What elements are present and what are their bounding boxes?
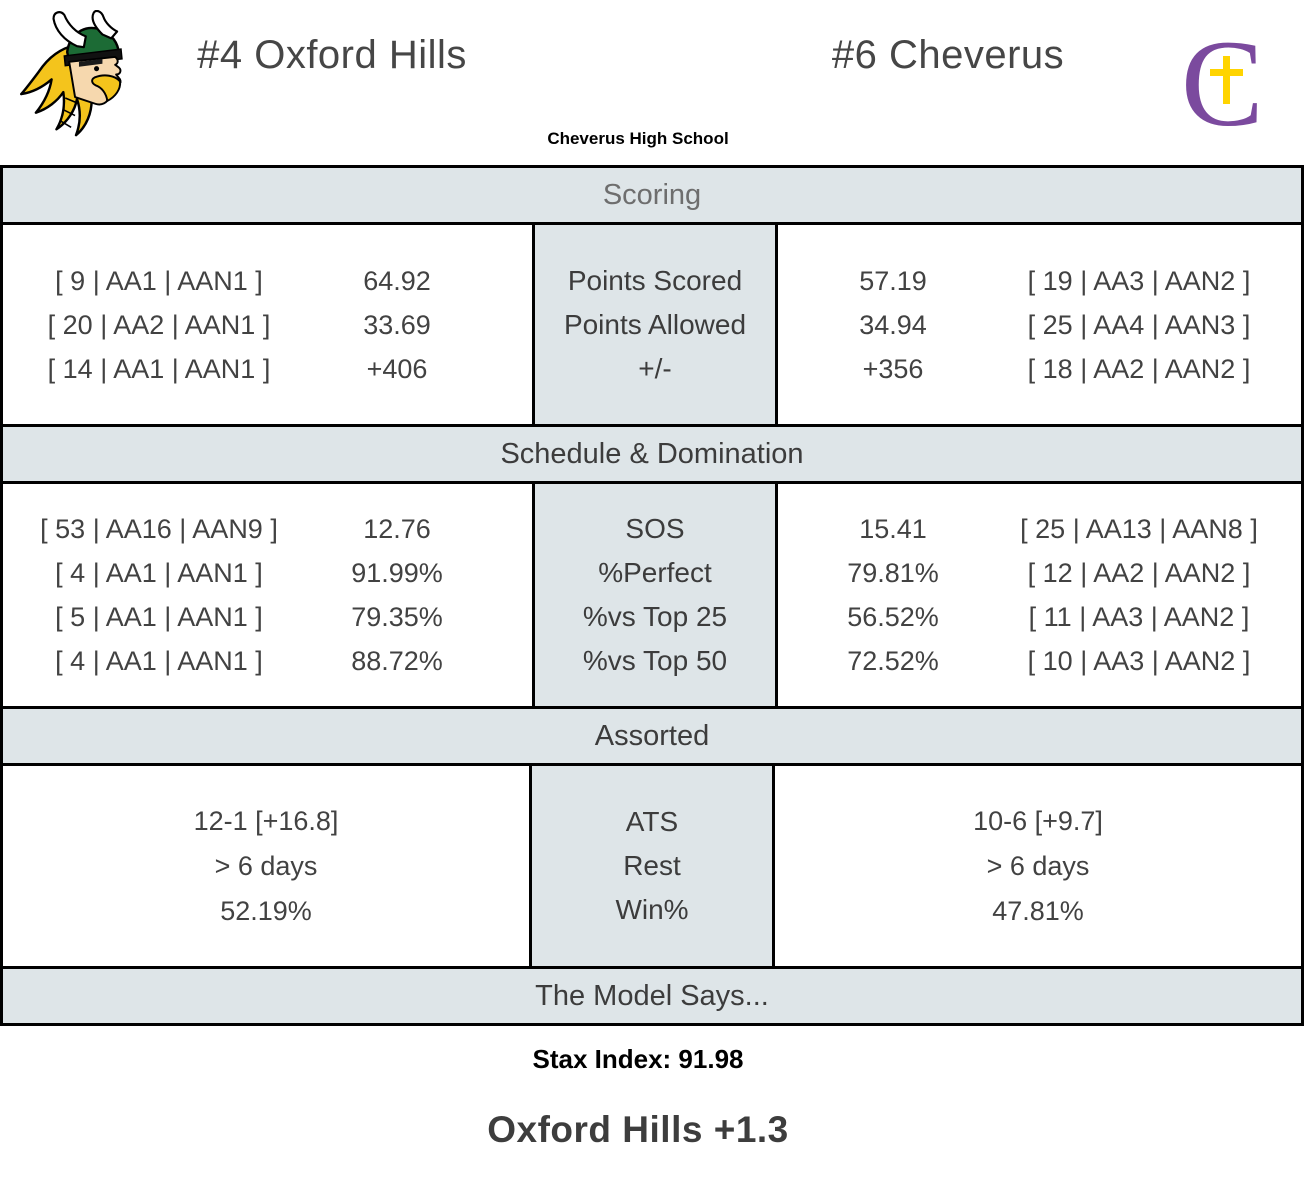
stax-index-value: Stax Index: 91.98 [532, 1044, 744, 1074]
metric-label: SOS [625, 513, 685, 544]
section-body-scoring: [ 9 | AA1 | AAN1 ] 64.92 [ 20 | AA2 | AA… [3, 225, 1301, 424]
stat-value: 10-6 [+9.7] [973, 805, 1103, 836]
stat-value: 79.35% [351, 602, 443, 632]
stat-value: 56.52% [847, 602, 939, 632]
stat-value: 47.81% [992, 895, 1084, 926]
model-output: Stax Index: 91.98 Oxford Hills +1.3 [0, 1042, 1276, 1150]
section-title: Assorted [594, 720, 710, 752]
rank-bracket: [ 12 | AA2 | AAN2 ] [1027, 558, 1251, 588]
venue-label: Cheverus High School [547, 129, 729, 148]
stat-value: 33.69 [363, 309, 431, 340]
left-team-schedule-stats: [ 53 | AA16 | AAN9 ] 12.76 [ 4 | AA1 | A… [3, 484, 532, 706]
rank-bracket: [ 9 | AA1 | AAN1 ] [55, 265, 263, 296]
section-title: Schedule & Domination [500, 438, 804, 470]
rank-bracket: [ 53 | AA16 | AAN9 ] [40, 514, 278, 544]
metric-label: %Perfect [598, 557, 712, 588]
section-body-assorted: 12-1 [+16.8] > 6 days 52.19% ATS Rest Wi… [3, 766, 1301, 966]
left-team-title: #4 Oxford Hills [197, 33, 467, 77]
section-title: The Model Says... [535, 980, 769, 1012]
metric-label: %vs Top 25 [582, 601, 728, 632]
metric-labels-schedule: SOS %Perfect %vs Top 25 %vs Top 50 [532, 484, 778, 706]
metric-label: Points Allowed [563, 308, 747, 340]
stat-value: +406 [366, 353, 428, 384]
metric-label: Points Scored [567, 264, 743, 296]
section-header-assorted: Assorted [3, 706, 1301, 766]
stat-value: 79.81% [847, 558, 939, 588]
header: #4 Oxford Hills #6 Cheverus C Cheverus H… [0, 0, 1304, 165]
rank-bracket: [ 11 | AA3 | AAN2 ] [1028, 602, 1250, 632]
stat-value: 15.41 [859, 514, 927, 544]
left-team-assorted-stats: 12-1 [+16.8] > 6 days 52.19% [3, 766, 529, 966]
stat-value: 34.94 [859, 309, 927, 340]
right-team-scoring-stats: 57.19 [ 19 | AA3 | AAN2 ] 34.94 [ 25 | A… [778, 225, 1301, 424]
metric-label: +/- [638, 352, 672, 384]
metric-label: %vs Top 50 [582, 645, 728, 676]
right-team-title: #6 Cheverus [831, 33, 1065, 77]
left-team-scoring-stats: [ 9 | AA1 | AAN1 ] 64.92 [ 20 | AA2 | AA… [3, 225, 532, 424]
metric-label: Win% [615, 894, 689, 925]
stat-value: +356 [862, 353, 924, 384]
stat-value: 91.99% [351, 558, 443, 588]
rank-bracket: [ 25 | AA13 | AAN8 ] [1020, 514, 1258, 544]
stat-value: 64.92 [363, 265, 431, 296]
rank-bracket: [ 19 | AA3 | AAN2 ] [1027, 265, 1251, 296]
metric-labels-assorted: ATS Rest Win% [529, 766, 775, 966]
oxford-hills-viking-logo-icon [18, 9, 136, 142]
rank-bracket: [ 4 | AA1 | AAN1 ] [55, 646, 263, 676]
rank-bracket: [ 25 | AA4 | AAN3 ] [1027, 309, 1251, 340]
metric-labels-scoring: Points Scored Points Allowed +/- [532, 225, 778, 424]
section-header-schedule: Schedule & Domination [3, 424, 1301, 484]
section-body-schedule: [ 53 | AA16 | AAN9 ] 12.76 [ 4 | AA1 | A… [3, 484, 1301, 706]
stats-table: Scoring [ 9 | AA1 | AAN1 ] 64.92 [ 20 | … [0, 165, 1304, 1026]
metric-label: ATS [625, 806, 679, 837]
right-team-schedule-stats: 15.41 [ 25 | AA13 | AAN8 ] 79.81% [ 12 |… [778, 484, 1301, 706]
rank-bracket: [ 5 | AA1 | AAN1 ] [55, 602, 263, 632]
cheverus-logo-icon: C [1181, 15, 1268, 152]
rank-bracket: [ 4 | AA1 | AAN1 ] [55, 558, 263, 588]
rank-bracket: [ 14 | AA1 | AAN1 ] [47, 353, 271, 384]
section-header-model: The Model Says... [3, 966, 1301, 1023]
rank-bracket: [ 10 | AA3 | AAN2 ] [1027, 646, 1251, 676]
rank-bracket: [ 20 | AA2 | AAN1 ] [47, 309, 271, 340]
stat-value: 12.76 [363, 514, 431, 544]
stat-value: 57.19 [859, 265, 927, 296]
right-team-assorted-stats: 10-6 [+9.7] > 6 days 47.81% [775, 766, 1301, 966]
stat-value: 12-1 [+16.8] [193, 805, 339, 836]
stat-value: 72.52% [847, 646, 939, 676]
rank-bracket: [ 18 | AA2 | AAN2 ] [1027, 353, 1251, 384]
section-header-scoring: Scoring [3, 168, 1301, 225]
stat-value: 88.72% [351, 646, 443, 676]
stat-value: 52.19% [220, 895, 312, 926]
stat-value: > 6 days [214, 850, 318, 881]
section-title: Scoring [602, 179, 702, 211]
metric-label: Rest [623, 850, 681, 881]
model-prediction: Oxford Hills +1.3 [487, 1109, 789, 1150]
stat-value: > 6 days [986, 850, 1090, 881]
